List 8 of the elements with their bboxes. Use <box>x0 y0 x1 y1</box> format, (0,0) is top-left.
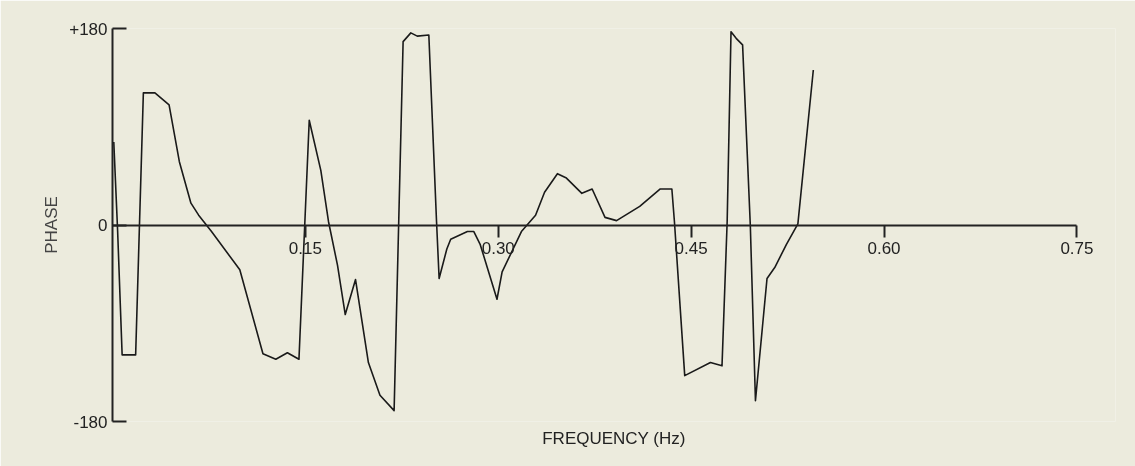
x-tick-label: 0.60 <box>867 239 901 258</box>
y-axis-title: PHASE <box>42 196 62 254</box>
x-tick-label: 0.75 <box>1060 239 1094 258</box>
y-tick-label: 0 <box>98 216 108 235</box>
y-tick-label: +180 <box>69 19 108 39</box>
y-tick-label: -180 <box>73 412 108 432</box>
x-tick-label: 0.30 <box>481 239 515 258</box>
x-axis-title: FREQUENCY (Hz) <box>542 428 686 448</box>
